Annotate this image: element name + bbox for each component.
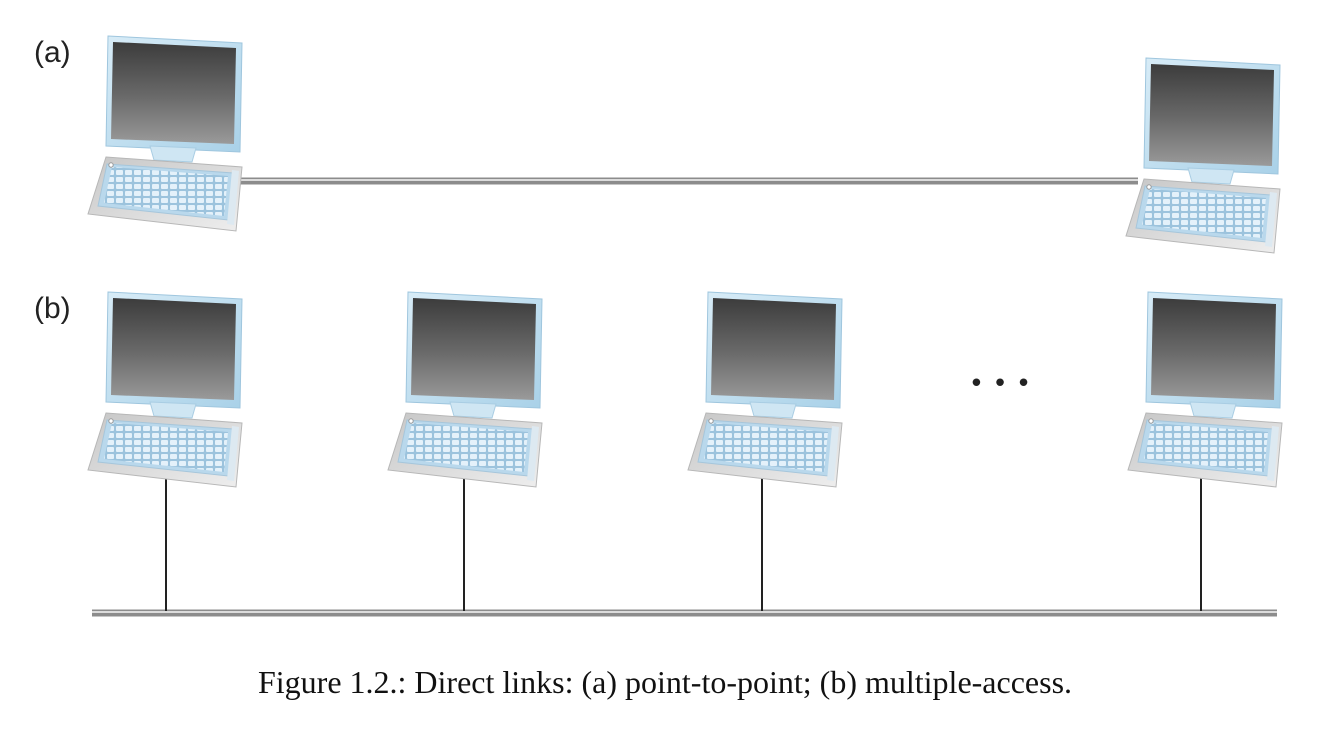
multiple-access-bus: [92, 609, 1277, 617]
figure-caption: Figure 1.2.: Direct links: (a) point-to-…: [257, 664, 1073, 700]
desktop-computer-icon: [687, 291, 843, 488]
ellipsis: • • •: [969, 369, 1032, 399]
panel-b-label: (b): [34, 292, 71, 325]
point-to-point-link: [235, 177, 1138, 185]
desktop-computer-icon: [387, 291, 543, 488]
desktop-computer-icon: [87, 35, 243, 232]
desktop-computer-icon: [1127, 291, 1283, 488]
desktop-computer-icon: [1125, 57, 1281, 254]
desktop-computer-icon: [87, 291, 243, 488]
panel-a-label: (a): [34, 36, 71, 69]
